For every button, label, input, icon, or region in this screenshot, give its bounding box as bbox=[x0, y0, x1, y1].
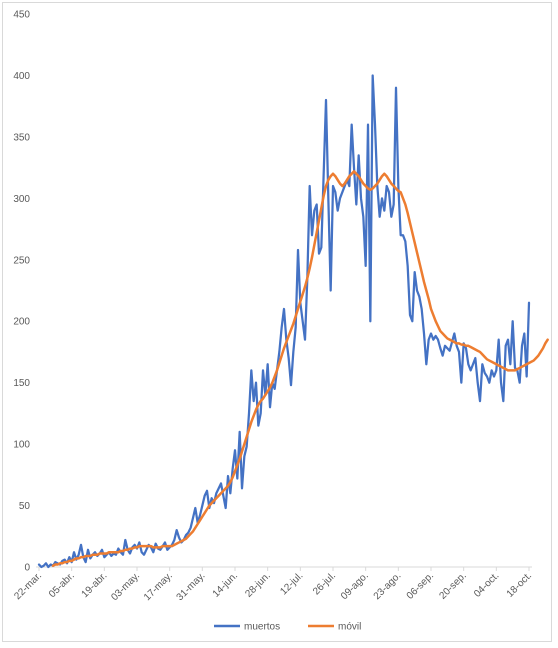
y-tick-label: 150 bbox=[13, 378, 30, 389]
series-line-movil bbox=[51, 170, 549, 568]
x-tick-label: 04-oct. bbox=[472, 570, 501, 599]
x-tick-label: 19-abr. bbox=[80, 570, 110, 600]
legend-label: muertos bbox=[244, 622, 280, 633]
legend-label: móvil bbox=[338, 622, 361, 633]
x-tick-label: 14-jun. bbox=[211, 570, 240, 599]
series-line-muertos bbox=[37, 74, 531, 569]
x-axis: 22-mar. 05-abr. 19-abr. 03-may. 17-may. 31-ma… bbox=[12, 566, 534, 603]
y-tick-label: 250 bbox=[13, 255, 30, 266]
x-tick-label: 31-may. bbox=[175, 570, 208, 603]
plot-area bbox=[37, 74, 549, 569]
x-tick-label: 20-sep. bbox=[437, 570, 468, 601]
chart-area bbox=[2, 2, 552, 642]
y-tick-label: 350 bbox=[13, 132, 30, 143]
x-tick-label: 12-jul. bbox=[278, 570, 305, 597]
x-tick-label: 26-jul. bbox=[311, 570, 338, 597]
x-tick-label: 09-ago. bbox=[339, 570, 371, 602]
y-tick-label: 0 bbox=[24, 563, 30, 574]
y-tick-label: 400 bbox=[13, 71, 30, 82]
x-tick-label: 06-sep. bbox=[405, 570, 436, 601]
y-tick-label: 100 bbox=[13, 440, 30, 451]
x-tick-label: 22-mar. bbox=[12, 570, 44, 602]
y-tick-label: 200 bbox=[13, 317, 30, 328]
y-tick-label: 300 bbox=[13, 194, 30, 205]
x-tick-label: 23-ago. bbox=[372, 570, 404, 602]
y-tick-label: 50 bbox=[19, 501, 31, 512]
y-axis: 0 50 100 150 200 250 300 350 400 450 bbox=[13, 10, 30, 574]
x-tick-label: 17-may. bbox=[142, 570, 175, 603]
x-tick-label: 28-jun. bbox=[243, 570, 272, 599]
x-tick-label: 03-may. bbox=[109, 570, 142, 603]
legend: muertos móvil bbox=[214, 622, 361, 633]
x-tick-label: 05-abr. bbox=[47, 570, 77, 600]
x-tick-label: 18-oct. bbox=[505, 570, 534, 599]
y-tick-label: 450 bbox=[13, 10, 30, 21]
